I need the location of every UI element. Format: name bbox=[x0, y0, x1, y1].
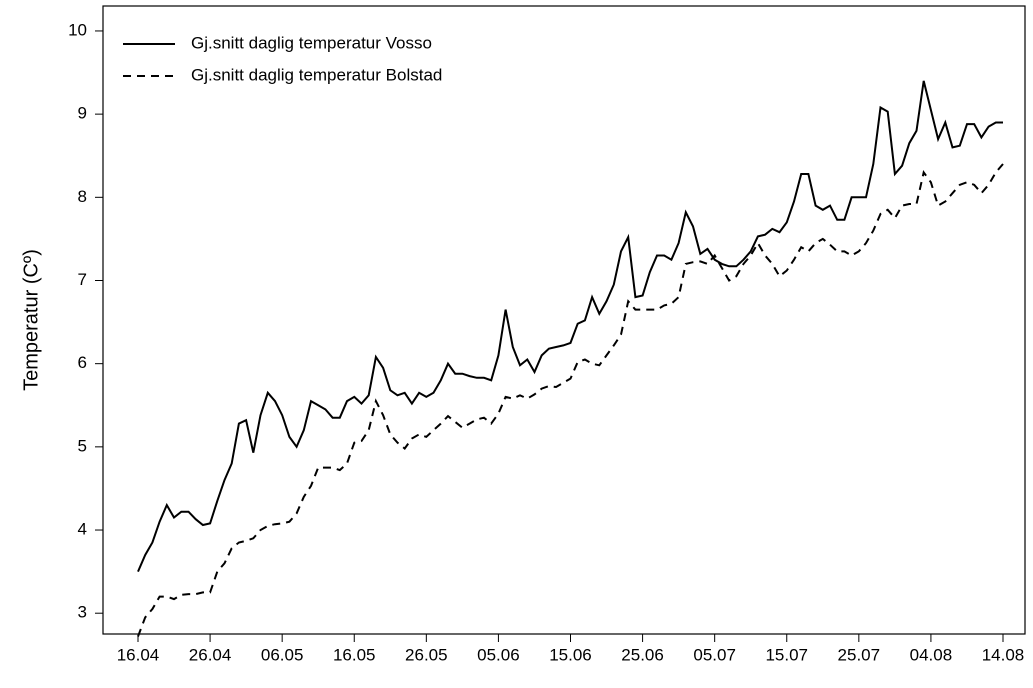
line-series bbox=[137, 80, 1003, 572]
x-tick-label: 25.06 bbox=[621, 645, 664, 664]
legend-label: Gj.snitt daglig temperatur Vosso bbox=[191, 33, 432, 52]
y-axis-label: Temperatur (Cº) bbox=[20, 249, 42, 391]
y-tick-label: 10 bbox=[68, 20, 87, 39]
y-tick-label: 5 bbox=[78, 436, 87, 455]
x-tick-label: 04.08 bbox=[910, 645, 953, 664]
legend-label: Gj.snitt daglig temperatur Bolstad bbox=[191, 65, 442, 84]
x-tick-label: 15.07 bbox=[765, 645, 808, 664]
x-tick-label: 26.04 bbox=[189, 645, 232, 664]
y-tick-label: 8 bbox=[78, 187, 87, 206]
x-tick-label: 15.06 bbox=[549, 645, 592, 664]
y-tick-label: 7 bbox=[78, 270, 87, 289]
y-tick-label: 3 bbox=[78, 603, 87, 622]
x-tick-label: 16.04 bbox=[117, 645, 160, 664]
y-tick-label: 6 bbox=[78, 353, 87, 372]
x-tick-label: 26.05 bbox=[405, 645, 448, 664]
y-tick-label: 4 bbox=[78, 520, 87, 539]
x-tick-label: 06.05 bbox=[261, 645, 304, 664]
x-tick-label: 16.05 bbox=[333, 645, 376, 664]
line-series bbox=[137, 163, 1004, 637]
x-tick-label: 05.06 bbox=[477, 645, 520, 664]
y-tick-label: 9 bbox=[78, 104, 87, 123]
x-tick-label: 14.08 bbox=[982, 645, 1025, 664]
x-tick-label: 25.07 bbox=[838, 645, 881, 664]
x-tick-label: 05.07 bbox=[693, 645, 736, 664]
plot-frame bbox=[102, 5, 1026, 635]
